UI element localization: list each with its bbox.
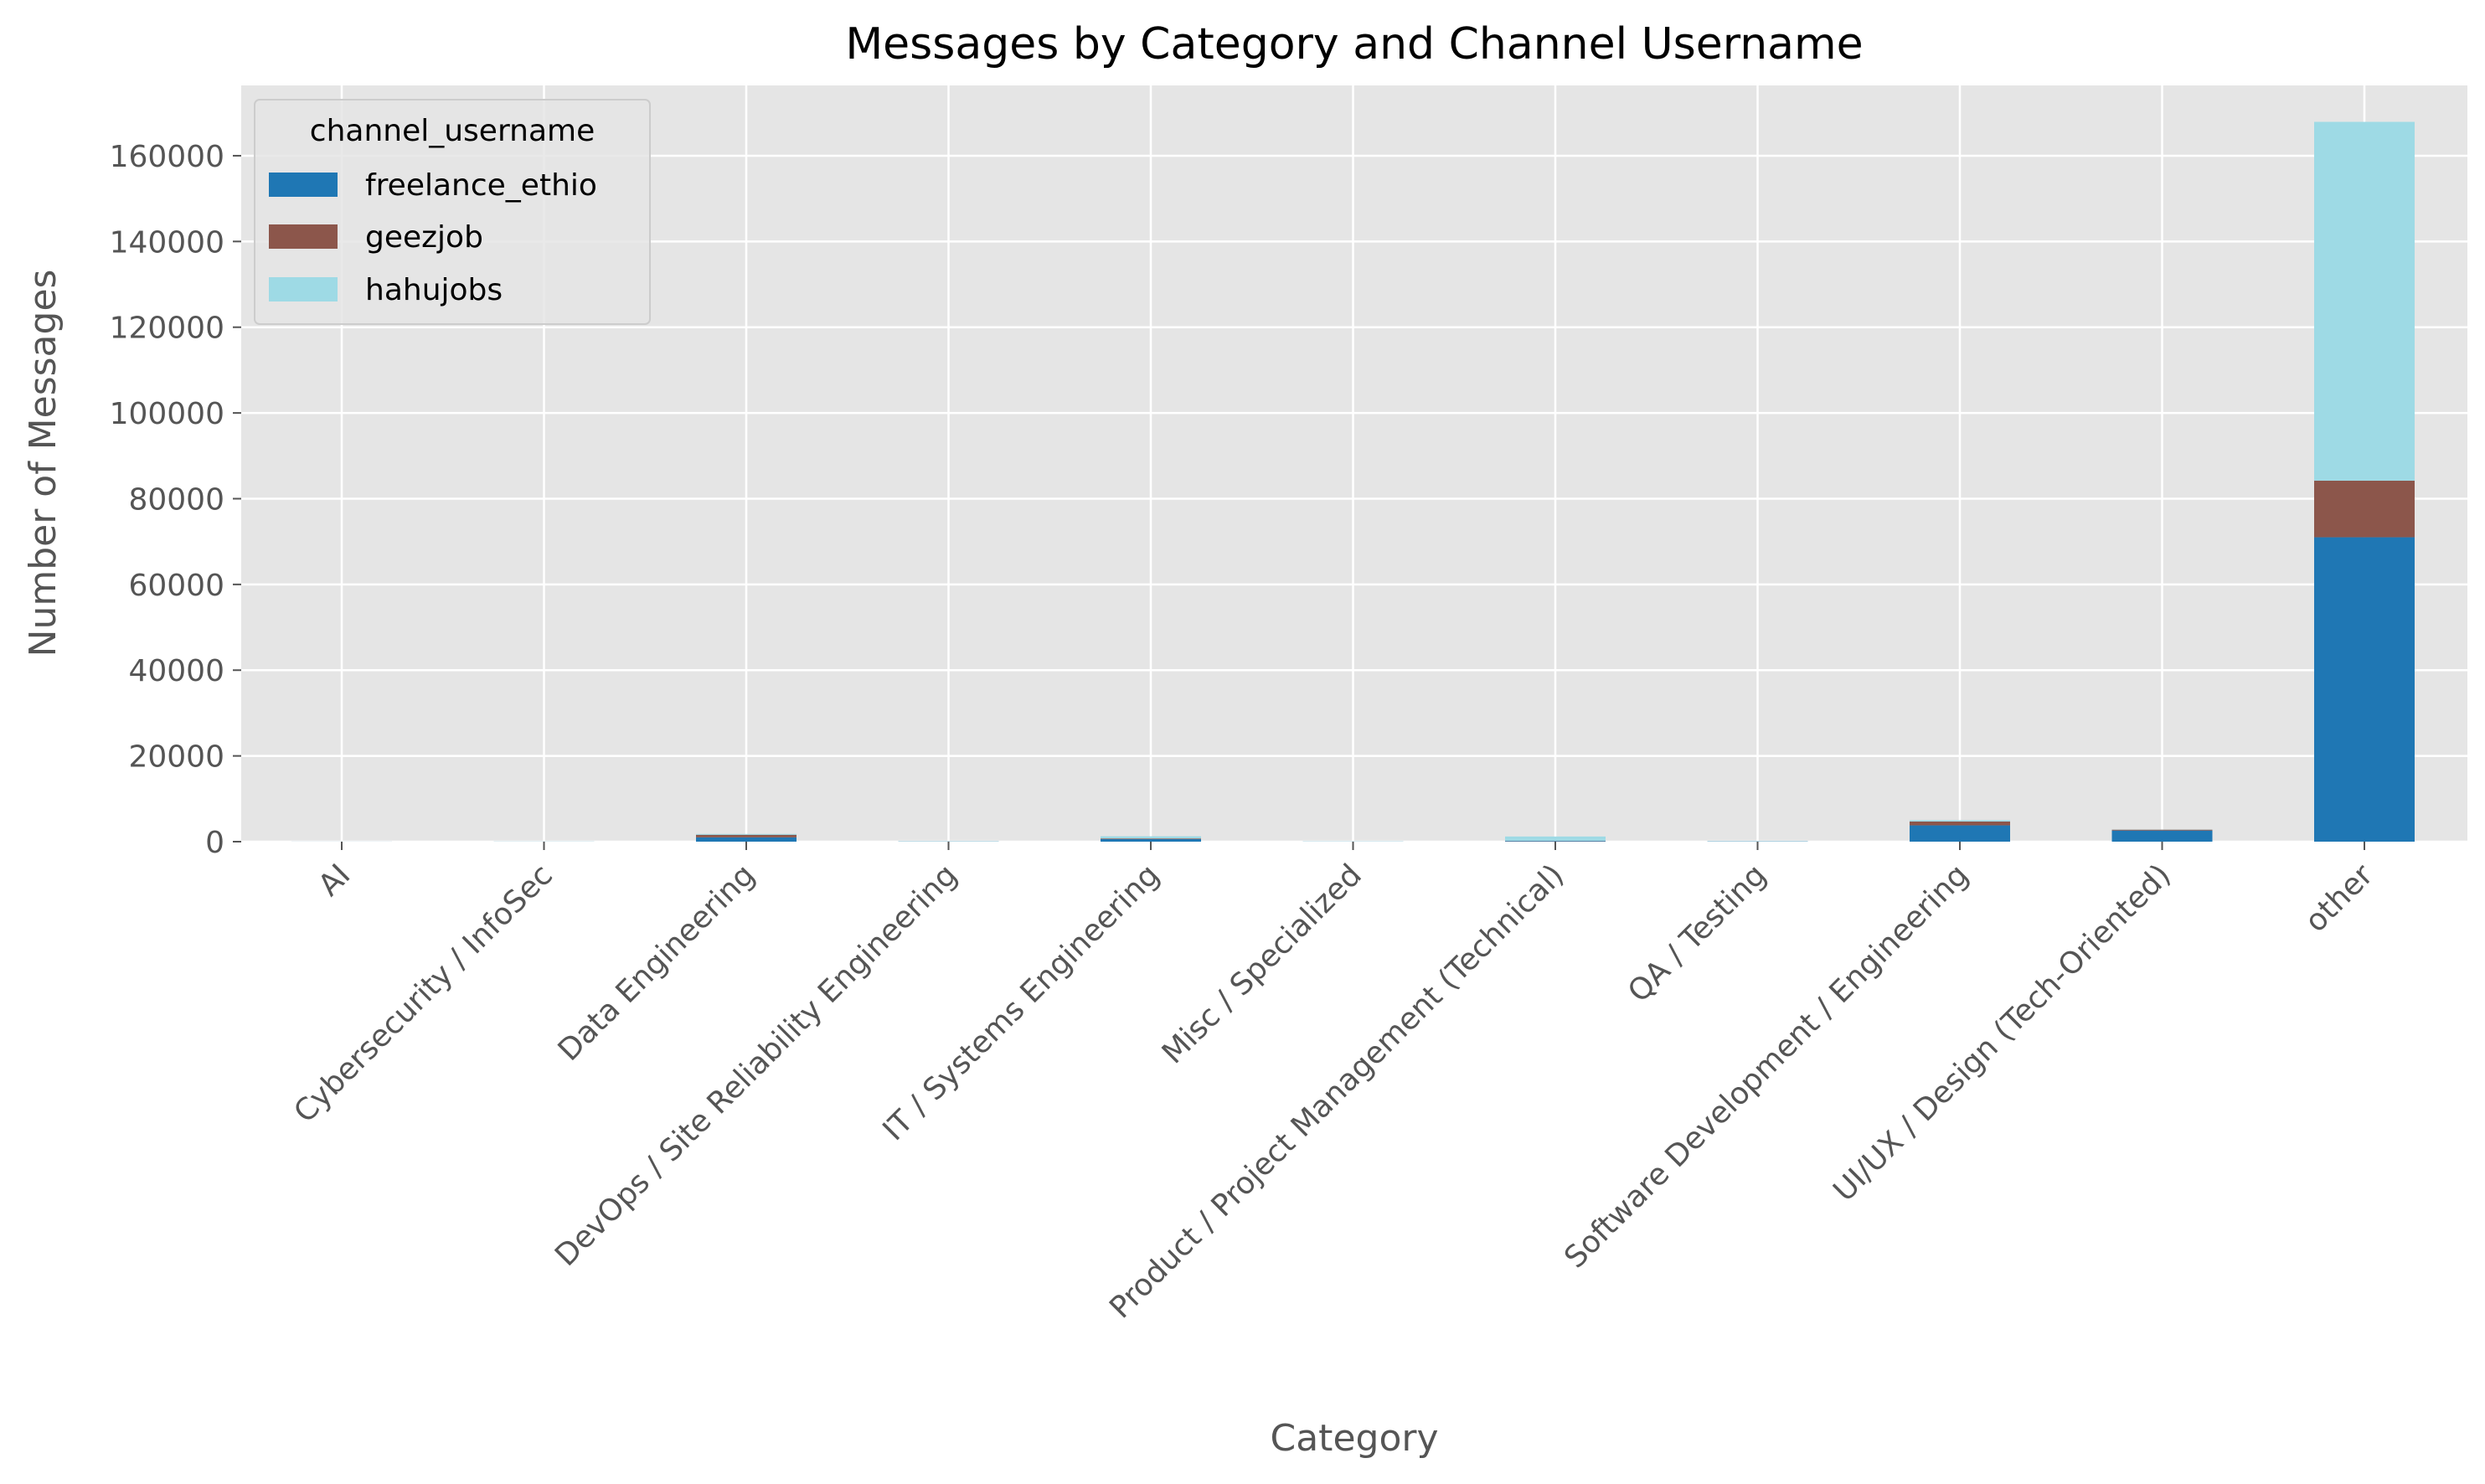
y-tick-label: 60000 (128, 569, 224, 603)
bar-hahujobs-it-systems-engineering (1101, 837, 1201, 839)
legend-title: channel_username (310, 114, 595, 148)
legend: channel_username freelance_ethio geezjob… (255, 100, 650, 324)
bar-hahujobs-software-development-engineering (1910, 820, 2010, 822)
y-tick-label: 40000 (128, 654, 224, 688)
y-tick-label: 80000 (128, 482, 224, 517)
y-tick-label: 0 (205, 826, 224, 860)
bar-freelance-ethio-it-systems-engineering (1101, 839, 1201, 842)
bar-geezjob-ui-ux-design-tech-oriented (2112, 830, 2213, 831)
legend-label-freelance-ethio: freelance_ethio (365, 168, 597, 203)
bar-geezjob-data-engineering (696, 835, 797, 837)
y-tick-label: 120000 (110, 312, 224, 346)
legend-label-geezjob: geezjob (365, 220, 483, 255)
x-axis-label: Category (1271, 1417, 1439, 1460)
bar-hahujobs-product-project-management-technical (1505, 837, 1606, 841)
bar-geezjob-it-systems-engineering (1101, 838, 1201, 839)
y-tick-label: 20000 (128, 740, 224, 775)
bar-hahujobs-data-engineering (696, 834, 797, 835)
bar-freelance-ethio-software-development-engineering (1910, 826, 2010, 842)
y-tick-label: 140000 (110, 225, 224, 260)
bar-freelance-ethio-other (2314, 538, 2415, 842)
legend-label-hahujobs: hahujobs (365, 273, 503, 307)
y-tick-label: 100000 (110, 397, 224, 431)
chart-title: Messages by Category and Channel Usernam… (845, 19, 1863, 70)
bar-geezjob-other (2314, 481, 2415, 538)
bar-hahujobs-other (2314, 122, 2415, 481)
bar-freelance-ethio-ui-ux-design-tech-oriented (2112, 831, 2213, 842)
legend-swatch-geezjob (269, 224, 338, 249)
legend-swatch-freelance-ethio (269, 173, 338, 197)
y-tick-label: 160000 (110, 140, 224, 174)
legend-swatch-hahujobs (269, 277, 338, 301)
bar-freelance-ethio-product-project-management-technical (1505, 841, 1606, 842)
y-axis-label: Number of Messages (22, 270, 64, 657)
bar-freelance-ethio-data-engineering (696, 837, 797, 842)
bar-geezjob-software-development-engineering (1910, 822, 2010, 826)
